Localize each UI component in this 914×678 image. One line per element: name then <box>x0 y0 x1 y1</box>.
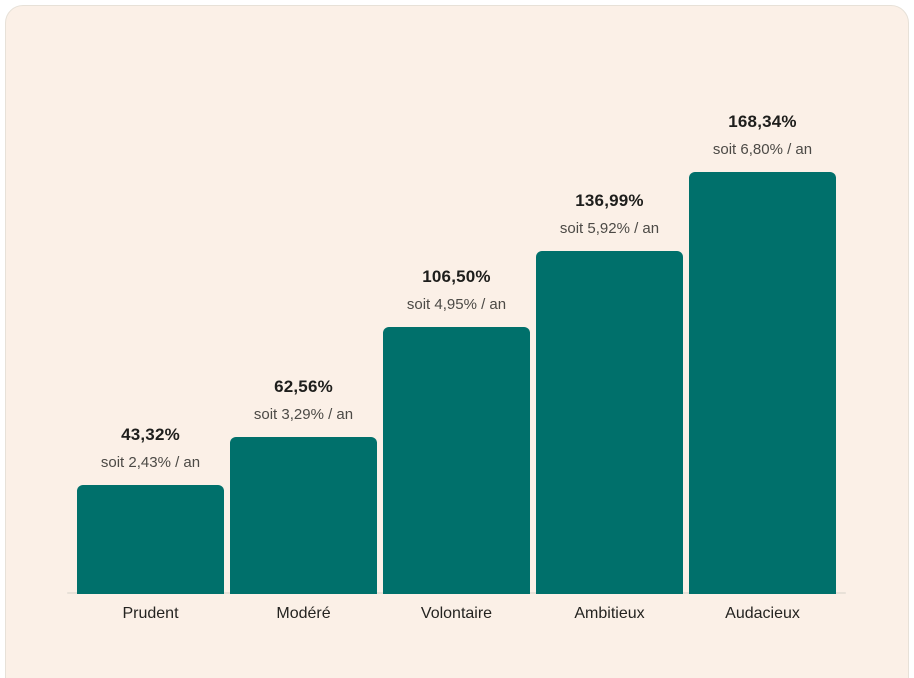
bar-chart: 43,32% soit 2,43% / an Prudent 62,56% so… <box>6 6 910 678</box>
bar-value-label: 136,99% <box>575 191 644 210</box>
bar-prudent <box>77 485 224 594</box>
bar-ambitieux <box>536 251 683 594</box>
bar-group-volontaire: 106,50% soit 4,95% / an Volontaire <box>383 267 530 622</box>
x-axis-label-ambitieux: Ambitieux <box>574 605 645 622</box>
x-axis-label-modere: Modéré <box>276 605 331 622</box>
chart-card: 43,32% soit 2,43% / an Prudent 62,56% so… <box>5 5 909 678</box>
bar-group-ambitieux: 136,99% soit 5,92% / an Ambitieux <box>536 191 683 622</box>
x-axis-label-volontaire: Volontaire <box>420 605 493 622</box>
bar-modere <box>230 437 377 594</box>
bar-volontaire <box>383 327 530 594</box>
bar-value-label: 106,50% <box>422 267 491 286</box>
bar-value-label: 43,32% <box>121 425 180 444</box>
bar-annual-rate-label: soit 3,29% / an <box>253 406 354 423</box>
bar-annual-rate-label: soit 5,92% / an <box>559 220 660 237</box>
bar-series: 43,32% soit 2,43% / an Prudent 62,56% so… <box>77 6 836 622</box>
bar-audacieux <box>689 172 836 594</box>
bar-annual-rate-label: soit 4,95% / an <box>406 296 507 313</box>
x-axis-label-audacieux: Audacieux <box>725 605 800 622</box>
bar-group-audacieux: 168,34% soit 6,80% / an Audacieux <box>689 112 836 622</box>
bar-group-prudent: 43,32% soit 2,43% / an Prudent <box>77 425 224 622</box>
bar-annual-rate-label: soit 2,43% / an <box>100 454 201 471</box>
bar-value-label: 62,56% <box>274 377 333 396</box>
bar-value-label: 168,34% <box>728 112 797 131</box>
bar-annual-rate-label: soit 6,80% / an <box>712 141 813 158</box>
x-axis-label-prudent: Prudent <box>122 605 179 622</box>
bar-group-modere: 62,56% soit 3,29% / an Modéré <box>230 377 377 622</box>
